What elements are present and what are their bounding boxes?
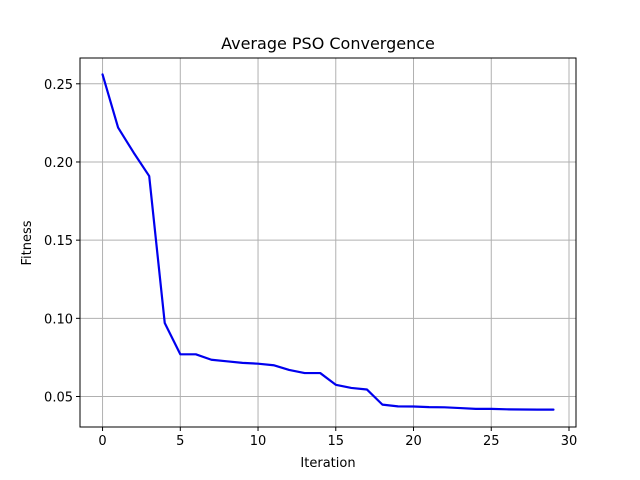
x-tick-label: 10 xyxy=(250,434,267,449)
y-tick-label: 0.20 xyxy=(44,156,73,171)
y-tick-label: 0.05 xyxy=(44,391,73,406)
fitness-series-line xyxy=(101,73,555,411)
x-tick-label: 5 xyxy=(176,434,184,449)
grid-lines xyxy=(80,58,576,427)
x-tick-label: 30 xyxy=(561,434,578,449)
y-tick-label: 0.15 xyxy=(44,234,73,249)
chart-title: Average PSO Convergence xyxy=(221,34,435,53)
y-tick-label: 0.10 xyxy=(44,312,73,327)
x-tick-label: 25 xyxy=(483,434,500,449)
x-axis-ticks: 0 5 10 15 20 25 30 xyxy=(98,427,577,449)
x-tick-label: 20 xyxy=(405,434,422,449)
x-tick-label: 15 xyxy=(328,434,345,449)
x-axis-label: Iteration xyxy=(300,456,355,471)
x-tick-label: 0 xyxy=(98,434,106,449)
series-layer xyxy=(101,73,555,411)
y-tick-label: 0.25 xyxy=(44,78,73,93)
y-axis-ticks: 0.05 0.10 0.15 0.20 0.25 xyxy=(44,78,80,406)
plot-frame xyxy=(79,57,577,428)
y-axis-label: Fitness xyxy=(20,220,35,265)
